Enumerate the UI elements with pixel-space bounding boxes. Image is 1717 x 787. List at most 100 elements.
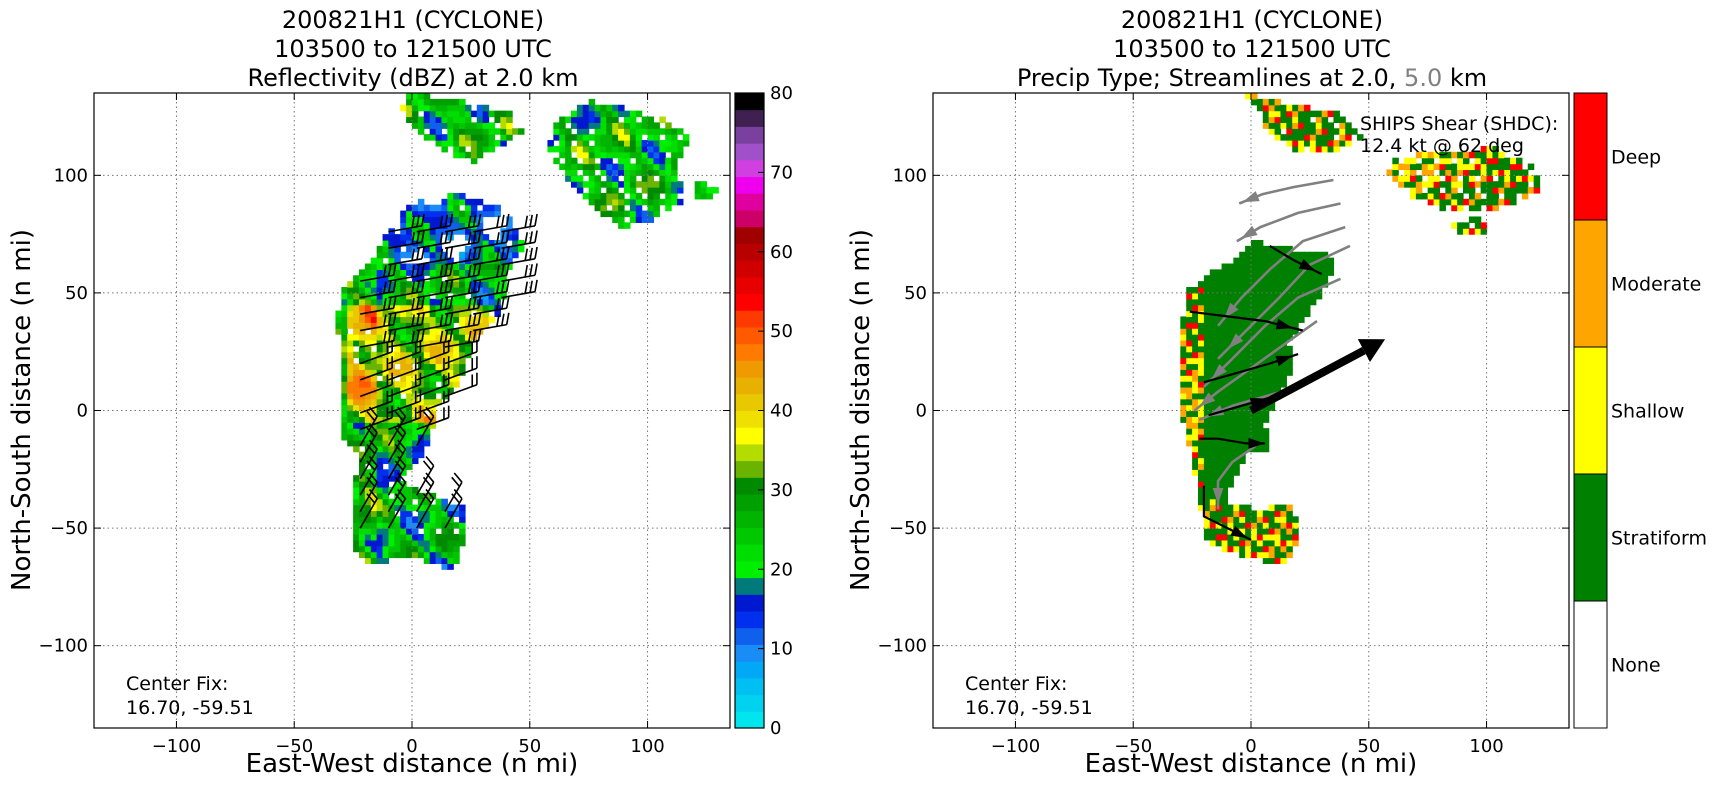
wind-barb-flag [529, 264, 533, 277]
precip-type-cell [1268, 251, 1276, 259]
precip-type-cell [1474, 151, 1482, 159]
reflectivity-cell [488, 281, 496, 288]
wind-barb-flag [416, 247, 420, 260]
precip-type-cell [1215, 357, 1223, 365]
wind-barb-shaft [387, 432, 407, 463]
reflectivity-cell [671, 145, 678, 153]
reflectivity-cell [341, 410, 348, 417]
reflectivity-cell [353, 510, 360, 517]
precip-type-cell [1239, 357, 1246, 365]
left-ytick-label: −50 [50, 518, 88, 539]
reflectivity-cell [400, 439, 407, 447]
shear-label: SHIPS Shear (SHDC): [1360, 113, 1558, 135]
reflectivity-cell [382, 334, 390, 341]
precip-type-cell [1280, 134, 1287, 141]
precip-type-cell [1404, 175, 1411, 182]
reflectivity-cell [506, 216, 513, 223]
reflectivity-cell [665, 157, 672, 165]
reflectivity-cell [476, 145, 484, 153]
precip-type-cell [1504, 175, 1511, 182]
precip-type-cell [1510, 175, 1517, 182]
wind-barb-shaft [359, 432, 378, 463]
reflectivity-cell [600, 204, 607, 212]
precip-type-cell [1198, 504, 1205, 512]
precip-type-cell [1227, 416, 1234, 423]
precip-type-cell [1262, 345, 1270, 353]
precip-type-cell [1309, 122, 1317, 129]
precip-type-cell [1339, 128, 1346, 135]
precip-type-cell [1304, 122, 1311, 129]
reflectivity-cell [423, 369, 431, 376]
precip-type-cell [1233, 434, 1240, 441]
reflectivity-cell [417, 128, 425, 135]
precip-type-cell [1256, 281, 1264, 288]
precip-type-cell [1415, 192, 1423, 200]
colorbar-swatch [735, 460, 764, 478]
reflectivity-cell [665, 128, 672, 135]
wind-barb-flag [529, 231, 533, 244]
reflectivity-cell [441, 122, 448, 129]
reflectivity-cell [376, 557, 384, 564]
precip-type-cell [1421, 163, 1429, 171]
reflectivity-cell [624, 187, 631, 194]
reflectivity-cell [341, 363, 348, 370]
reflectivity-cell [364, 557, 372, 564]
reflectivity-cell [582, 151, 590, 159]
reflectivity-cell [447, 528, 454, 535]
reflectivity-cell [441, 533, 448, 541]
reflectivity-cell [347, 381, 354, 388]
reflectivity-cell [641, 122, 649, 129]
reflectivity-cell [459, 122, 466, 129]
precip-type-cell [1198, 345, 1205, 353]
wind-barb-shaft [416, 415, 435, 447]
reflectivity-cell [412, 110, 419, 118]
reflectivity-cell [364, 351, 372, 359]
reflectivity-cell [400, 251, 407, 259]
reflectivity-cell [494, 275, 501, 282]
precip-type-cell [1474, 181, 1482, 188]
reflectivity-cell [382, 551, 390, 559]
precip-type-cell [1203, 434, 1211, 441]
precip-type-cell [1498, 187, 1505, 194]
precip-type-cell [1457, 163, 1464, 171]
precip-type-cell [1504, 163, 1511, 171]
precip-type-cell [1227, 345, 1234, 353]
reflectivity-cell [353, 369, 360, 376]
reflectivity-cell [494, 245, 501, 253]
wind-barb-flag [439, 248, 444, 261]
reflectivity-cell [341, 422, 348, 429]
reflectivity-cell [494, 116, 501, 124]
precip-type-cell [1321, 134, 1329, 141]
precip-type-cell [1410, 187, 1417, 194]
precip-type-cell [1227, 533, 1234, 541]
precip-type-cell [1227, 516, 1234, 523]
wind-barb-flag [366, 443, 376, 455]
precip-type-cell [1192, 404, 1199, 412]
reflectivity-cell [347, 334, 354, 341]
reflectivity-cell [394, 434, 401, 441]
precip-type-cell [1227, 322, 1234, 329]
reflectivity-cell [476, 140, 484, 147]
reflectivity-cell [447, 363, 454, 370]
reflectivity-cell [576, 134, 584, 141]
reflectivity-cell [435, 275, 443, 282]
reflectivity-cell [364, 281, 372, 288]
precip-type-cell [1245, 545, 1252, 553]
reflectivity-cell [647, 169, 655, 176]
reflectivity-cell [565, 175, 572, 182]
reflectivity-cell [588, 181, 596, 188]
precip-type-cell [1186, 363, 1193, 370]
precip-type-cell [1198, 457, 1205, 465]
reflectivity-cell [412, 504, 419, 512]
precip-type-cell [1510, 169, 1517, 176]
reflectivity-cell [406, 451, 413, 459]
reflectivity-cell [506, 251, 513, 259]
reflectivity-cell [453, 357, 460, 365]
reflectivity-cell [353, 545, 360, 553]
precip-type-cell [1233, 392, 1240, 400]
precip-type-cell [1251, 533, 1258, 541]
reflectivity-cell [429, 134, 437, 141]
reflectivity-cell [412, 328, 419, 335]
precip-type-cell [1274, 381, 1282, 388]
reflectivity-cell [347, 357, 354, 365]
